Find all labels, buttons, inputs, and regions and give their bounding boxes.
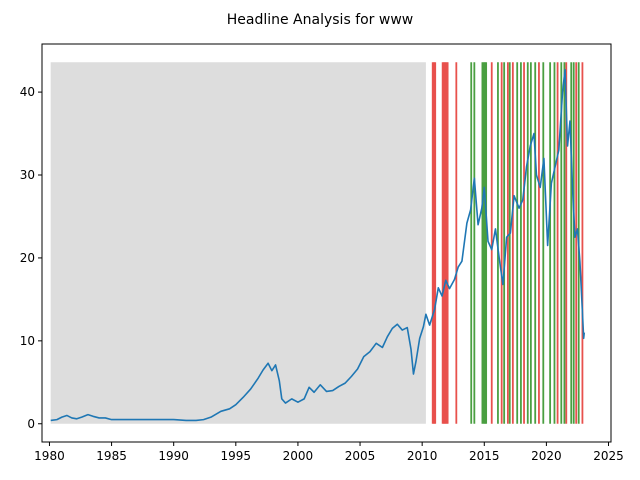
y-tick-label: 40	[20, 85, 35, 99]
x-tick-label: 2005	[345, 449, 376, 463]
y-axis: 0 10 20 30 40	[20, 85, 42, 431]
x-tick-label: 1980	[34, 449, 65, 463]
y-tick-label: 10	[20, 334, 35, 348]
x-tick-label: 2020	[531, 449, 562, 463]
series-line	[50, 68, 586, 422]
gray-region	[50, 62, 426, 424]
chart-title: Headline Analysis for www	[227, 12, 414, 28]
x-tick-label: 2000	[283, 449, 314, 463]
plot-area	[50, 62, 586, 424]
x-tick-label: 2010	[407, 449, 438, 463]
axes-frame	[41, 43, 612, 443]
x-tick-label: 2025	[593, 449, 624, 463]
y-tick-label: 0	[27, 417, 35, 431]
y-tick-label: 20	[20, 251, 35, 265]
y-tick-label: 30	[20, 168, 35, 182]
x-tick-label: 1985	[96, 449, 127, 463]
x-axis: 1980 1985 1990 1995 2000 2005 2010 2015 2020 2025	[34, 442, 624, 463]
x-tick-label: 1995	[221, 449, 252, 463]
x-tick-label: 1990	[158, 449, 189, 463]
x-tick-label: 2015	[469, 449, 500, 463]
